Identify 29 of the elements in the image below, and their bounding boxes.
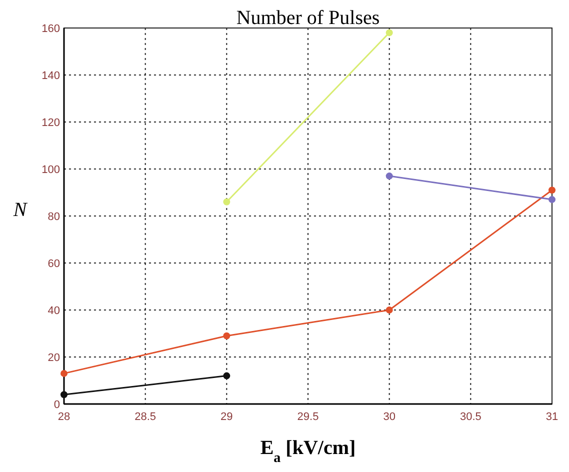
point (386, 29, 393, 36)
point (60, 370, 68, 377)
point (386, 306, 393, 314)
x-tick-label: 29 (220, 411, 233, 423)
point (223, 332, 230, 340)
x-tick-label: 31 (546, 411, 558, 423)
point (548, 196, 556, 204)
point (60, 391, 68, 398)
y-tick-label: 100 (42, 164, 60, 176)
y-tick-label: 60 (48, 258, 60, 270)
y-tick-label: 40 (48, 305, 60, 317)
y-tick-label: 20 (48, 352, 60, 364)
y-tick-label: 160 (42, 23, 60, 35)
y-axis-title: N (12, 199, 28, 221)
x-tick-label: 28.5 (134, 411, 156, 423)
x-axis-title: E$_{a}$ [kV/cm] (260, 437, 356, 466)
chart-title: Number of Pulses (236, 7, 380, 29)
point (386, 172, 393, 180)
x-tick-label: 30.5 (460, 411, 482, 423)
y-tick-label: 80 (48, 211, 60, 223)
y-tick-label: 140 (42, 70, 60, 82)
y-tick-label: 120 (42, 117, 60, 129)
point (548, 186, 556, 194)
point (223, 372, 230, 380)
y-tick-label: 0 (54, 399, 60, 411)
x-tick-label: 29.5 (297, 411, 319, 423)
point (223, 198, 230, 206)
x-tick-label: 28 (58, 411, 70, 423)
x-tick-label: 30 (383, 411, 396, 423)
